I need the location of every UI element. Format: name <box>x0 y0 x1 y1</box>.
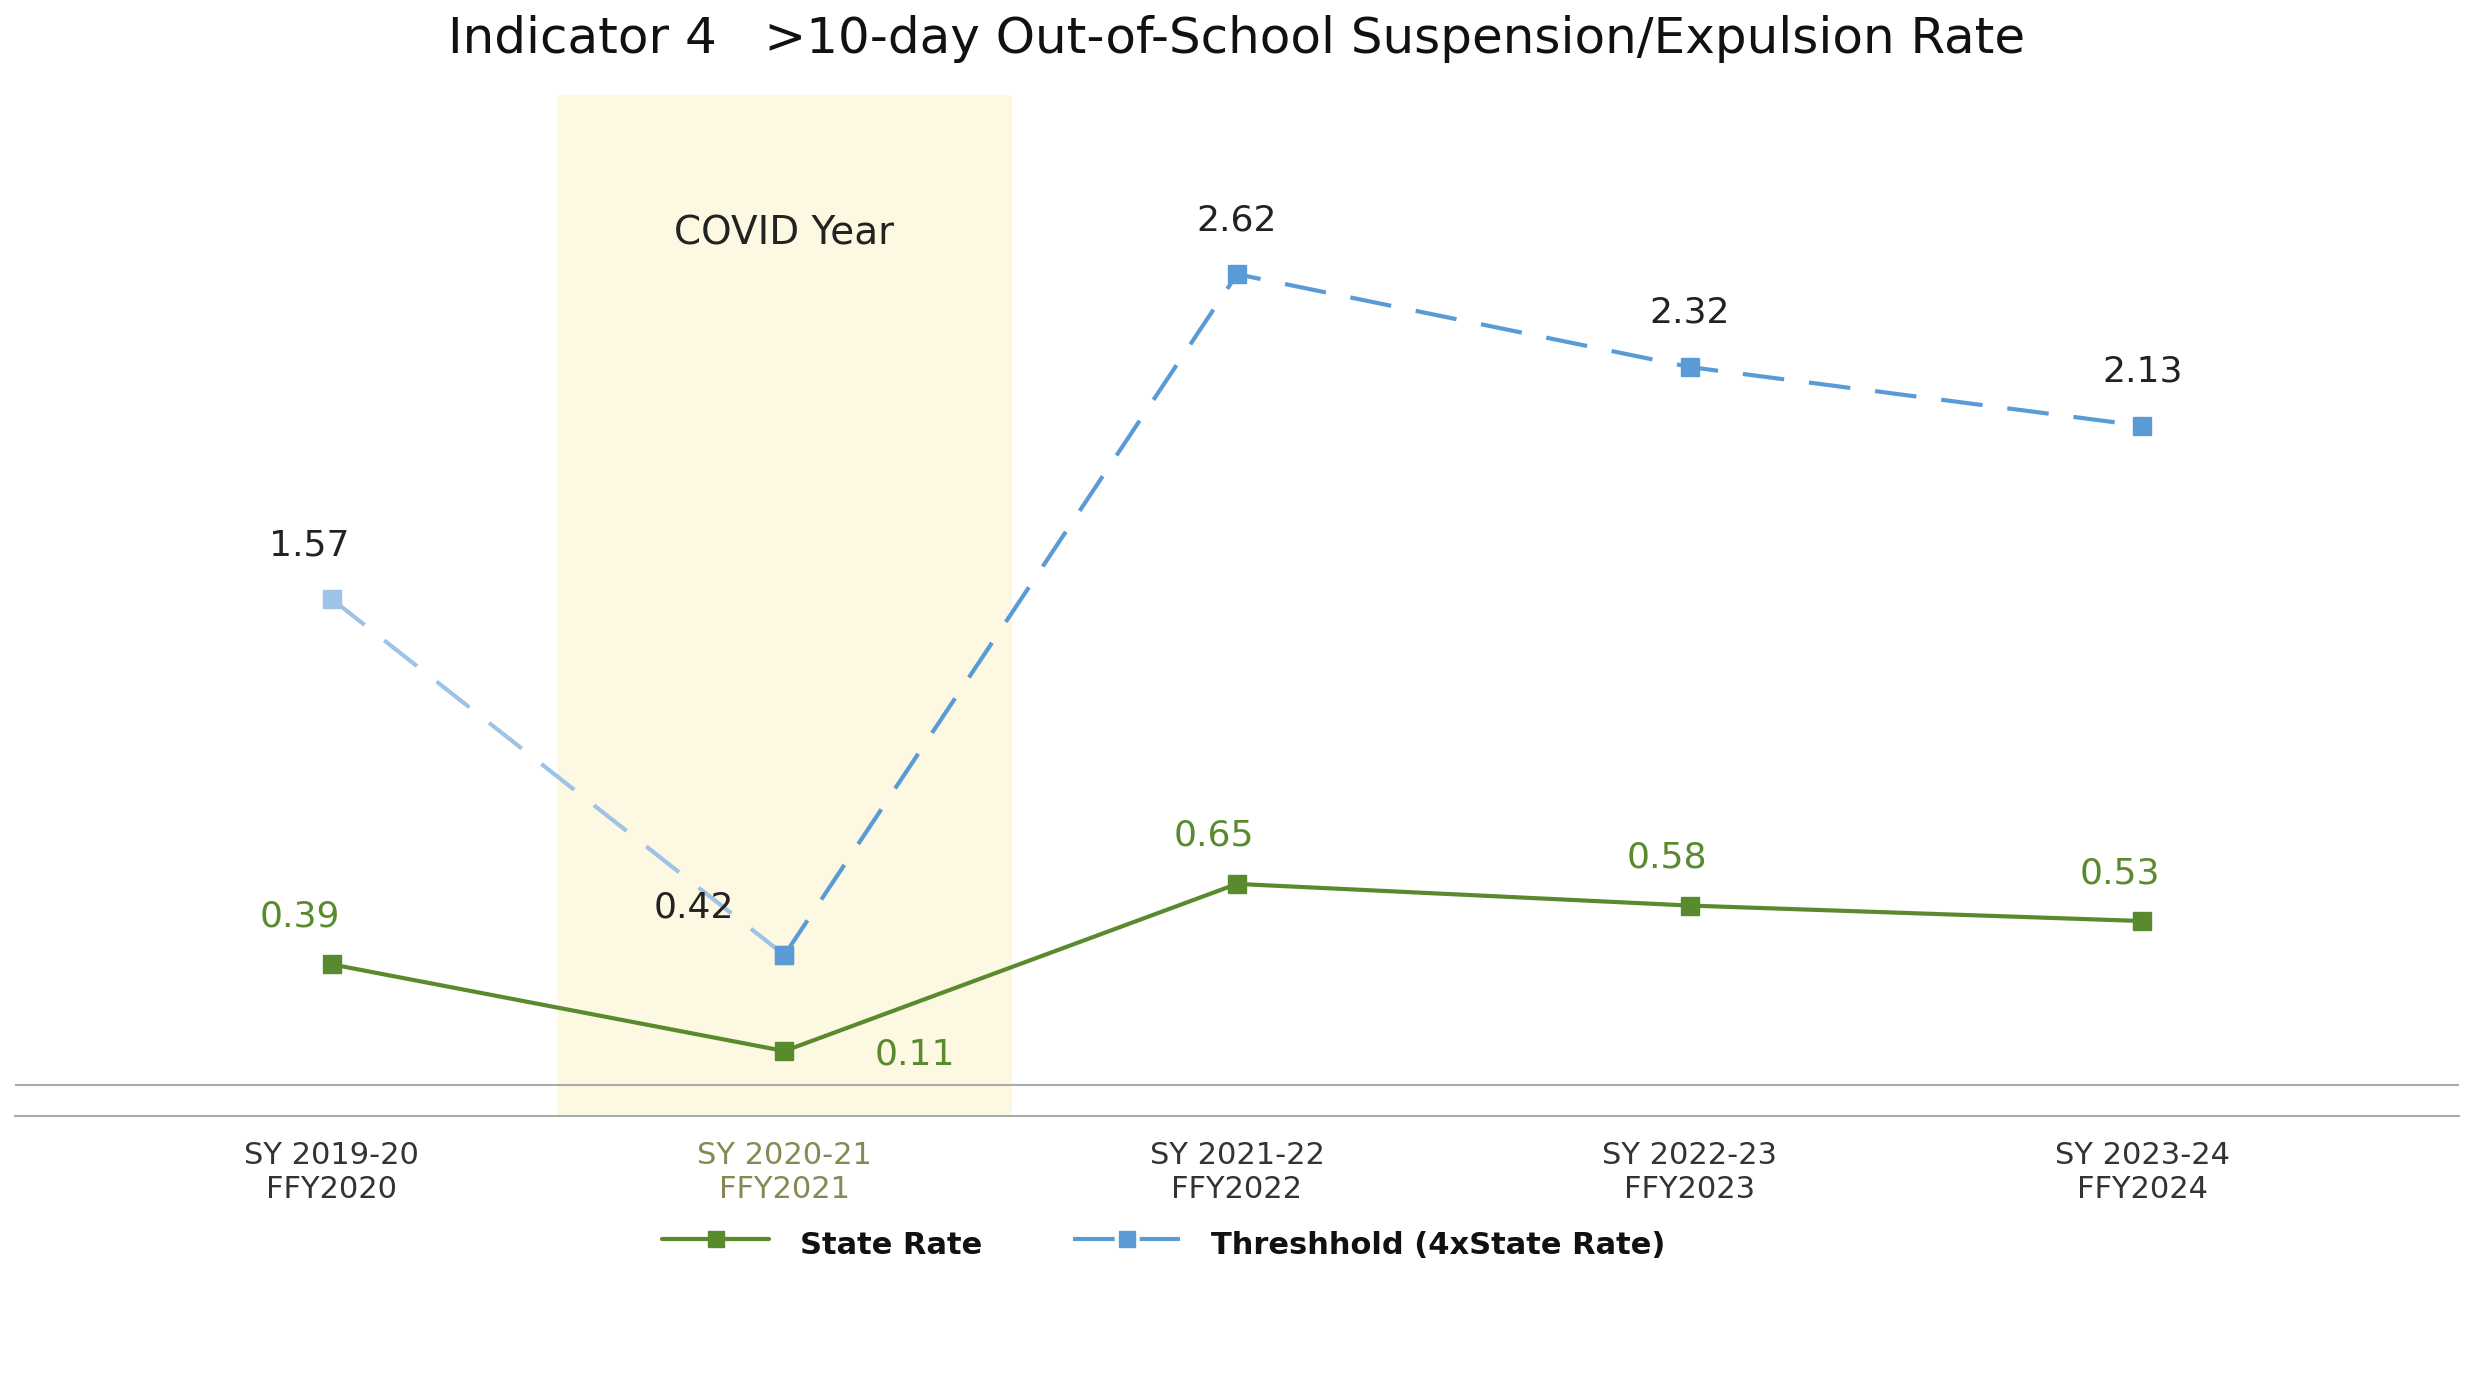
Bar <box>559 95 1012 1116</box>
Legend: State Rate, Threshhold (4xState Rate): State Rate, Threshhold (4xState Rate) <box>651 1212 1677 1274</box>
Text: 0.53: 0.53 <box>2078 856 2160 889</box>
Text: 0.11: 0.11 <box>876 1037 955 1071</box>
Text: 1.57: 1.57 <box>270 528 349 563</box>
Title: Indicator 4   >10-day Out-of-School Suspension/Expulsion Rate: Indicator 4 >10-day Out-of-School Suspen… <box>448 15 2026 63</box>
Text: 2.62: 2.62 <box>1197 203 1277 237</box>
Text: COVID Year: COVID Year <box>675 215 896 252</box>
Text: 2.13: 2.13 <box>2103 354 2182 389</box>
Text: 2.32: 2.32 <box>1650 296 1729 330</box>
Text: 0.65: 0.65 <box>1175 819 1254 854</box>
Text: 0.42: 0.42 <box>653 889 735 924</box>
Text: 0.58: 0.58 <box>1625 841 1707 874</box>
Text: 0.39: 0.39 <box>260 899 341 934</box>
